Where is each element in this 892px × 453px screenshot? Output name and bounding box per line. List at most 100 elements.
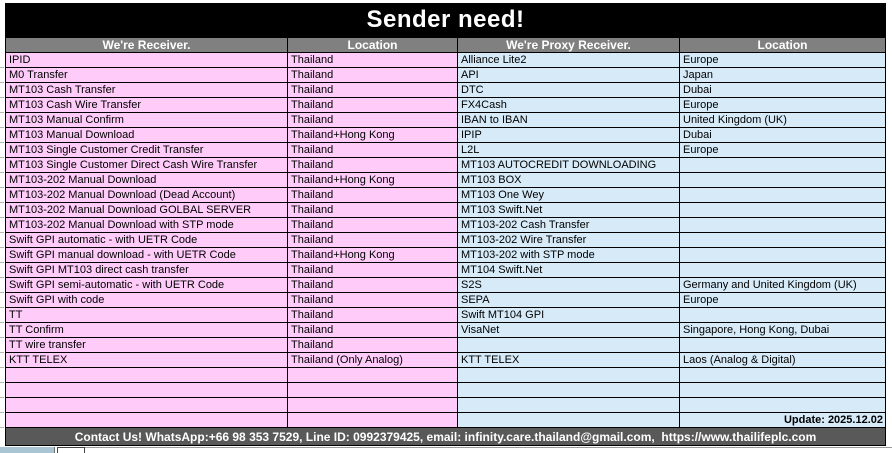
receiver-location-cell[interactable]: [288, 368, 458, 383]
proxy-location-cell[interactable]: Dubai: [680, 128, 886, 143]
receiver-location-cell[interactable]: [288, 398, 458, 413]
proxy-cell[interactable]: MT103 Swift.Net: [458, 203, 680, 218]
proxy-cell[interactable]: MT103-202 Cash Transfer: [458, 218, 680, 233]
proxy-cell[interactable]: MT103 One Wey: [458, 188, 680, 203]
receiver-location-cell[interactable]: Thailand: [288, 68, 458, 83]
column-header-receiver-location[interactable]: Location: [288, 37, 458, 53]
receiver-location-cell[interactable]: Thailand: [288, 293, 458, 308]
receiver-location-cell[interactable]: Thailand: [288, 338, 458, 353]
receiver-location-cell[interactable]: Thailand: [288, 308, 458, 323]
receiver-location-cell[interactable]: Thailand: [288, 53, 458, 68]
proxy-location-cell[interactable]: [680, 368, 886, 383]
receiver-cell[interactable]: MT103-202 Manual Download (Dead Account): [5, 188, 288, 203]
proxy-cell[interactable]: API: [458, 68, 680, 83]
receiver-location-cell[interactable]: Thailand: [288, 203, 458, 218]
proxy-location-cell[interactable]: [680, 218, 886, 233]
receiver-cell[interactable]: [5, 383, 288, 398]
receiver-cell[interactable]: TT Confirm: [5, 323, 288, 338]
proxy-location-cell[interactable]: [680, 263, 886, 278]
receiver-location-cell[interactable]: Thailand: [288, 188, 458, 203]
receiver-cell[interactable]: MT103 Single Customer Credit Transfer: [5, 143, 288, 158]
receiver-cell[interactable]: MT103 Manual Confirm: [5, 113, 288, 128]
receiver-location-cell[interactable]: [288, 413, 458, 428]
receiver-cell[interactable]: [5, 398, 288, 413]
receiver-location-cell[interactable]: Thailand: [288, 98, 458, 113]
receiver-cell[interactable]: [5, 368, 288, 383]
column-header-receiver[interactable]: We're Receiver.: [5, 37, 288, 53]
receiver-cell[interactable]: Swift GPI MT103 direct cash transfer: [5, 263, 288, 278]
receiver-location-cell[interactable]: Thailand: [288, 323, 458, 338]
proxy-cell[interactable]: FX4Cash: [458, 98, 680, 113]
receiver-location-cell[interactable]: [288, 383, 458, 398]
proxy-cell[interactable]: MT103 BOX: [458, 173, 680, 188]
proxy-cell[interactable]: IBAN to IBAN: [458, 113, 680, 128]
proxy-cell[interactable]: MT103 AUTOCREDIT DOWNLOADING: [458, 158, 680, 173]
receiver-cell[interactable]: MT103 Cash Transfer: [5, 83, 288, 98]
receiver-location-cell[interactable]: Thailand: [288, 83, 458, 98]
proxy-cell[interactable]: Swift MT104 GPI: [458, 308, 680, 323]
proxy-location-cell[interactable]: Update: 2025.12.02: [680, 413, 886, 428]
receiver-location-cell[interactable]: Thailand: [288, 143, 458, 158]
receiver-cell[interactable]: Swift GPI manual download - with UETR Co…: [5, 248, 288, 263]
receiver-location-cell[interactable]: Thailand: [288, 263, 458, 278]
receiver-cell[interactable]: MT103 Cash Wire Transfer: [5, 98, 288, 113]
proxy-location-cell[interactable]: Europe: [680, 293, 886, 308]
receiver-location-cell[interactable]: Thailand: [288, 218, 458, 233]
receiver-cell[interactable]: KTT TELEX: [5, 353, 288, 368]
proxy-location-cell[interactable]: [680, 248, 886, 263]
proxy-cell[interactable]: MT103-202 with STP mode: [458, 248, 680, 263]
proxy-location-cell[interactable]: [680, 188, 886, 203]
proxy-cell[interactable]: SEPA: [458, 293, 680, 308]
proxy-location-cell[interactable]: [680, 398, 886, 413]
proxy-location-cell[interactable]: [680, 233, 886, 248]
receiver-location-cell[interactable]: Thailand+Hong Kong: [288, 248, 458, 263]
proxy-cell[interactable]: [458, 338, 680, 353]
column-header-proxy-receiver[interactable]: We're Proxy Receiver.: [458, 37, 680, 53]
contact-footer-text[interactable]: Contact Us! WhatsApp:+66 98 353 7529, Li…: [74, 429, 817, 444]
receiver-location-cell[interactable]: Thailand: [288, 158, 458, 173]
receiver-cell[interactable]: [5, 413, 288, 428]
proxy-location-cell[interactable]: [680, 158, 886, 173]
proxy-location-cell[interactable]: Laos (Analog & Digital): [680, 353, 886, 368]
proxy-cell[interactable]: VisaNet: [458, 323, 680, 338]
receiver-location-cell[interactable]: Thailand+Hong Kong: [288, 173, 458, 188]
receiver-cell[interactable]: Swift GPI with code: [5, 293, 288, 308]
proxy-location-cell[interactable]: Europe: [680, 53, 886, 68]
proxy-location-cell[interactable]: Europe: [680, 98, 886, 113]
receiver-cell[interactable]: IPID: [5, 53, 288, 68]
proxy-cell[interactable]: KTT TELEX: [458, 353, 680, 368]
receiver-cell[interactable]: TT wire transfer: [5, 338, 288, 353]
receiver-cell[interactable]: MT103 Manual Download: [5, 128, 288, 143]
receiver-cell[interactable]: Swift GPI semi-automatic - with UETR Cod…: [5, 278, 288, 293]
proxy-location-cell[interactable]: [680, 173, 886, 188]
proxy-cell[interactable]: [458, 383, 680, 398]
proxy-cell[interactable]: [458, 413, 680, 428]
receiver-cell[interactable]: TT: [5, 308, 288, 323]
proxy-cell[interactable]: [458, 398, 680, 413]
proxy-cell[interactable]: MT104 Swift.Net: [458, 263, 680, 278]
proxy-location-cell[interactable]: [680, 338, 886, 353]
proxy-location-cell[interactable]: [680, 383, 886, 398]
proxy-location-cell[interactable]: [680, 203, 886, 218]
sheet-tab[interactable]: [57, 447, 85, 453]
receiver-location-cell[interactable]: Thailand (Only Analog): [288, 353, 458, 368]
receiver-cell[interactable]: MT103 Single Customer Direct Cash Wire T…: [5, 158, 288, 173]
proxy-location-cell[interactable]: United Kingdom (UK): [680, 113, 886, 128]
proxy-location-cell[interactable]: Germany and United Kingdom (UK): [680, 278, 886, 293]
receiver-cell[interactable]: Swift GPI automatic - with UETR Code: [5, 233, 288, 248]
receiver-cell[interactable]: MT103-202 Manual Download GOLBAL SERVER: [5, 203, 288, 218]
proxy-cell[interactable]: [458, 368, 680, 383]
proxy-location-cell[interactable]: Europe: [680, 143, 886, 158]
receiver-cell[interactable]: M0 Transfer: [5, 68, 288, 83]
receiver-location-cell[interactable]: Thailand: [288, 113, 458, 128]
column-header-proxy-location[interactable]: Location: [680, 37, 886, 53]
proxy-location-cell[interactable]: Singapore, Hong Kong, Dubai: [680, 323, 886, 338]
receiver-location-cell[interactable]: Thailand+Hong Kong: [288, 128, 458, 143]
proxy-cell[interactable]: MT103-202 Wire Transfer: [458, 233, 680, 248]
proxy-cell[interactable]: Alliance Lite2: [458, 53, 680, 68]
proxy-cell[interactable]: L2L: [458, 143, 680, 158]
proxy-cell[interactable]: IPIP: [458, 128, 680, 143]
proxy-location-cell[interactable]: [680, 308, 886, 323]
sheet-tab[interactable]: [0, 447, 55, 453]
receiver-cell[interactable]: MT103-202 Manual Download: [5, 173, 288, 188]
